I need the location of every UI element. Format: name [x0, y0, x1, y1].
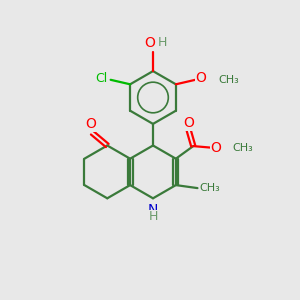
Text: O: O	[211, 141, 221, 154]
Text: O: O	[85, 118, 96, 131]
Text: H: H	[148, 210, 158, 224]
Text: CH₃: CH₃	[232, 143, 253, 153]
Text: Cl: Cl	[95, 72, 107, 85]
Text: O: O	[195, 71, 206, 85]
Text: O: O	[183, 116, 194, 130]
Text: H: H	[158, 35, 167, 49]
Text: O: O	[144, 36, 155, 50]
Text: CH₃: CH₃	[219, 75, 239, 85]
Text: CH₃: CH₃	[200, 183, 220, 193]
Text: N: N	[148, 203, 158, 217]
